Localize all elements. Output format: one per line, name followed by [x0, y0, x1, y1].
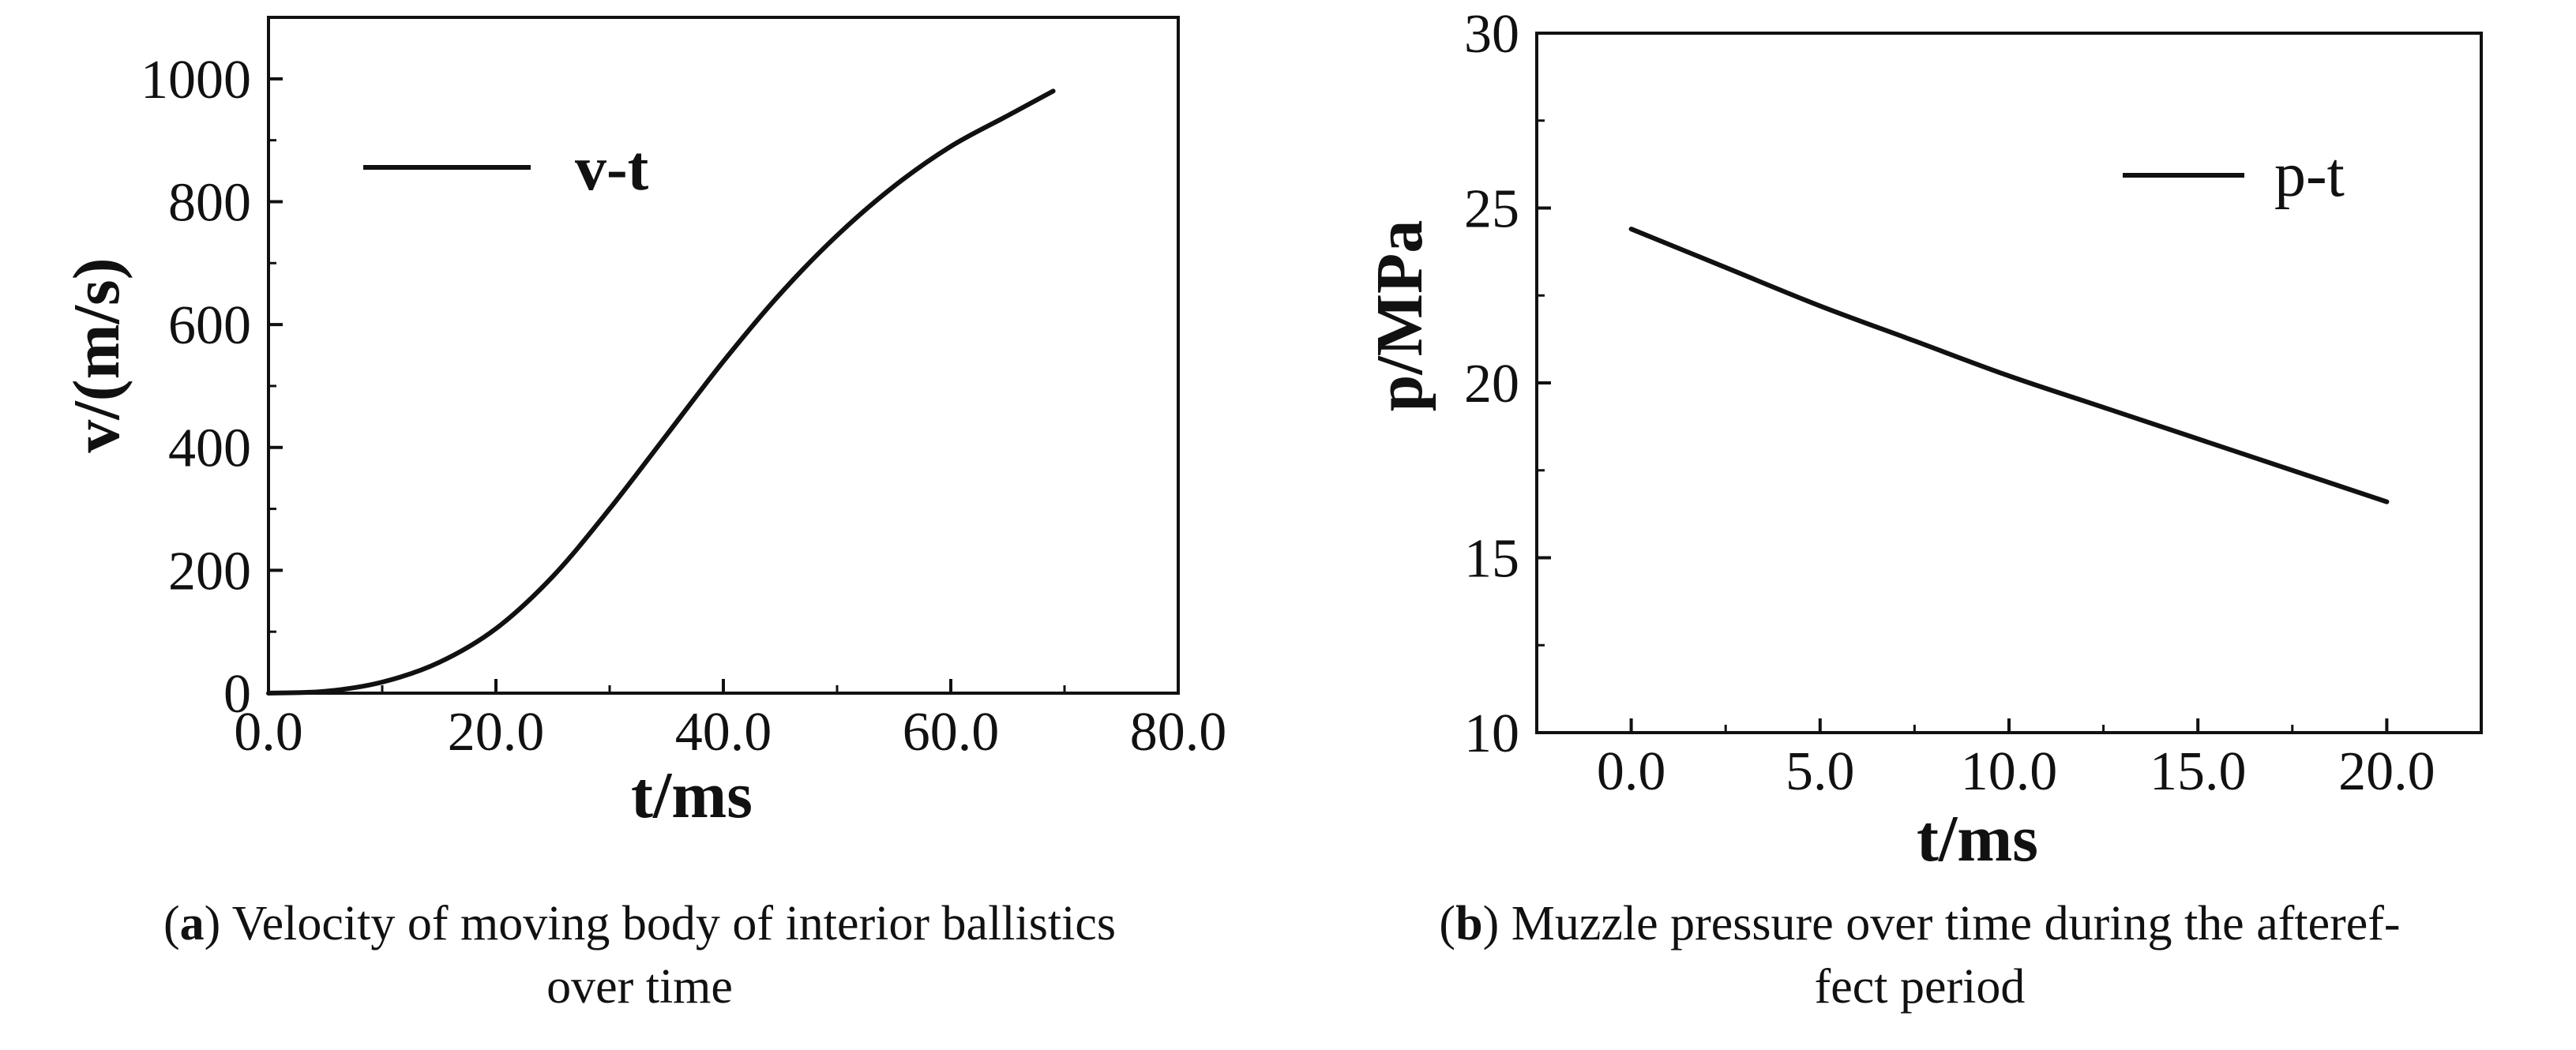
- x-tick-label: 40.0: [675, 702, 772, 763]
- y-tick-label: 15: [1464, 529, 1519, 590]
- x-axis-label: t/ms: [631, 759, 753, 832]
- caption-b-text-2: fect period: [1814, 960, 2026, 1014]
- x-tick-label: 0.0: [234, 702, 303, 763]
- y-tick-label: 600: [168, 295, 251, 356]
- y-tick-label: 25: [1464, 179, 1519, 240]
- plot-frame: [1535, 32, 2483, 734]
- x-tick-label: 15.0: [2150, 741, 2247, 802]
- x-axis-label: t/ms: [1917, 802, 2038, 876]
- caption-a-text-2: over time: [546, 960, 733, 1014]
- caption-a: (a) Velocity of moving body of interior …: [0, 892, 1279, 1018]
- x-tick-label: 5.0: [1786, 741, 1855, 802]
- series-line-v-t: [266, 88, 1056, 696]
- caption-b-text-1: Muzzle pressure over time during the aft…: [1511, 897, 2401, 951]
- pressure-chart: 0.0 5.0 10.0 15.0 20.0 10 15 20 25 30 t/ms p/MPa p-t: [1363, 4, 2483, 876]
- y-tick-label: 30: [1464, 4, 1519, 65]
- caption-a-text-1: Velocity of moving body of interior ball…: [231, 897, 1116, 951]
- caption-a-line1: (a) Velocity of moving body of interior …: [163, 897, 1116, 951]
- velocity-chart: 0.0 20.0 40.0 60.0 80.0 0 200 400 600 800 1000 t/ms…: [60, 16, 1227, 832]
- legend-label: p-t: [2274, 141, 2345, 210]
- y-axis-label: v/(m/s): [60, 257, 133, 452]
- caption-b: (b) Muzzle pressure over time during the…: [1264, 892, 2576, 1018]
- x-tick-label: 80.0: [1130, 702, 1227, 763]
- plot-frame: [267, 16, 1180, 695]
- series-line-p-t: [1628, 227, 2390, 504]
- x-tick-label: 60.0: [903, 702, 1000, 763]
- y-tick-label: 20: [1464, 354, 1519, 414]
- y-tick-label: 10: [1464, 703, 1519, 764]
- caption-a-label: a: [179, 897, 205, 951]
- x-tick-label: 20.0: [2338, 741, 2435, 802]
- y-tick-label: 200: [168, 541, 251, 602]
- y-tick-label: 0: [223, 664, 251, 725]
- x-tick-label: 10.0: [1961, 741, 2058, 802]
- y-tick-label: 1000: [141, 50, 251, 111]
- y-axis-label: p/MPa: [1363, 220, 1436, 412]
- x-tick-label: 0.0: [1597, 741, 1666, 802]
- caption-b-line1: (b) Muzzle pressure over time during the…: [1439, 897, 2401, 951]
- y-tick-label: 800: [168, 172, 251, 233]
- x-tick-label: 20.0: [448, 702, 545, 763]
- legend-label: v-t: [575, 134, 649, 204]
- caption-b-label: b: [1455, 897, 1483, 951]
- y-tick-label: 400: [168, 418, 251, 479]
